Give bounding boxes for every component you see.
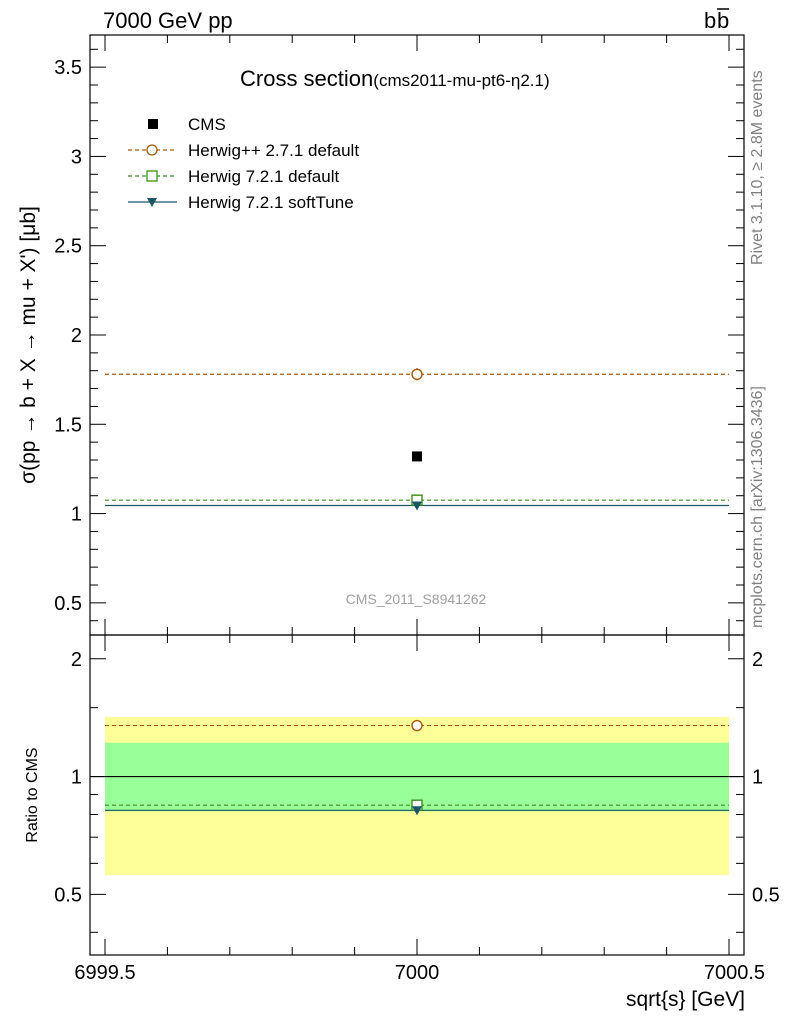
header-right-label: b b	[704, 8, 729, 33]
ratio-y-axis-label: Ratio to CMS	[24, 747, 41, 842]
legend-herwigpp: Herwig++ 2.7.1 default	[128, 141, 359, 160]
legend-herwig-soft-marker	[147, 198, 157, 207]
x-tick-label: 6999.5	[74, 962, 135, 984]
ratio-y-tick-label-right: 1	[752, 767, 763, 789]
mcplots-side-label: mcplots.cern.ch [arXiv:1306.3436]	[749, 386, 766, 628]
legend-herwig-default-label: Herwig 7.2.1 default	[188, 167, 339, 186]
ratio-y-tick-label: 1	[71, 767, 82, 789]
ratio-bands	[90, 716, 744, 876]
main-y-tick-label: 3	[71, 146, 82, 168]
legend-herwigpp-marker	[146, 144, 158, 156]
main-y-tick-labels: 0.5 1 1.5 2 2.5 3 3.5	[54, 57, 82, 615]
main-y-axis-label: σ(pp → b + X → mu + X') [μb]	[17, 206, 40, 484]
main-title: Cross section(cms2011-mu-pt6-η2.1)	[240, 66, 550, 91]
legend-herwig-soft: Herwig 7.2.1 softTune	[128, 193, 354, 212]
header-left-label: 7000 GeV pp	[103, 8, 233, 33]
x-tick-label: 7000	[395, 962, 440, 984]
main-y-tick-label: 2	[71, 325, 82, 347]
main-series	[105, 368, 729, 511]
ratio-y-tick-label: 2	[71, 649, 82, 671]
legend-herwig-soft-label: Herwig 7.2.1 softTune	[188, 193, 354, 212]
x-axis-label: sqrt{s} [GeV]	[626, 988, 745, 1011]
watermark: CMS_2011_S8941262	[346, 591, 487, 607]
legend-cms-marker	[148, 119, 158, 129]
ratio-y-tick-label-right: 2	[752, 649, 763, 671]
legend-cms-label: CMS	[188, 115, 226, 134]
main-point-herwig-soft	[412, 501, 422, 511]
main-panel: 0.5 1 1.5 2 2.5 3 3.5 Cross section(cms2011-mu…	[17, 34, 745, 636]
ratio-series	[105, 719, 729, 816]
rivet-side-label: Rivet 3.1.10, ≥ 2.8M events	[749, 70, 766, 265]
header-right-bar: b	[717, 8, 729, 33]
main-title-main: Cross section	[240, 66, 373, 91]
main-point-cms	[412, 451, 422, 462]
main-y-tick-label: 2.5	[54, 236, 82, 258]
ratio-y-tick-label: 0.5	[54, 884, 82, 906]
legend-cms: CMS	[148, 115, 226, 134]
ratio-y-tick-labels: 0.5 0.5 1 1 2 2	[54, 649, 780, 907]
ratio-y-tick-label-right: 0.5	[752, 884, 780, 906]
header-right-base: b	[704, 8, 716, 33]
legend-herwigpp-label: Herwig++ 2.7.1 default	[188, 141, 359, 160]
ratio-point-herwig-soft	[412, 806, 422, 816]
main-ticks	[90, 35, 744, 635]
main-y-tick-label: 1	[71, 504, 82, 526]
main-title-sub: (cms2011-mu-pt6-η2.1)	[373, 71, 549, 90]
ratio-ticks	[90, 635, 744, 955]
main-point-herwigpp	[411, 368, 423, 380]
main-y-tick-label: 0.5	[54, 593, 82, 615]
legend-herwig-default-marker	[146, 170, 158, 182]
main-y-tick-label: 1.5	[54, 414, 82, 436]
ratio-panel: 0.5 0.5 1 1 2 2 6999.5 7000 7000.5 Ratio to CMS…	[24, 634, 780, 1011]
legend-herwig-default: Herwig 7.2.1 default	[128, 167, 339, 186]
x-tick-labels: 6999.5 7000 7000.5	[74, 962, 765, 984]
ratio-point-herwigpp	[411, 719, 423, 732]
main-y-tick-label: 3.5	[54, 57, 82, 79]
x-tick-label: 7000.5	[704, 962, 765, 984]
legend: CMS Herwig++ 2.7.1 default Herwig 7.2.1 …	[128, 115, 359, 212]
